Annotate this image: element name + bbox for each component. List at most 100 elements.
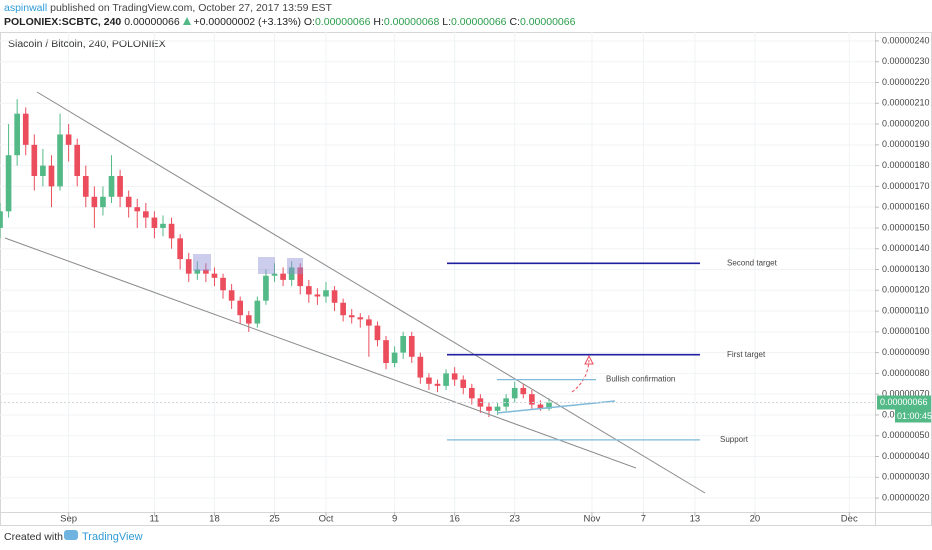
x-tick-label: Nov [583, 514, 600, 525]
candle-body [434, 383, 441, 386]
candle-body [408, 336, 415, 357]
y-tick-label: 0.00000150 [882, 222, 930, 232]
candle-body [511, 387, 518, 399]
candle-body [160, 223, 166, 228]
wedge-upper [36, 91, 706, 494]
candle-body [65, 134, 72, 145]
up-arrow [182, 17, 191, 25]
candle-body [391, 352, 398, 364]
candle-body [125, 196, 132, 208]
candle-body [134, 207, 141, 212]
candle-body [40, 165, 46, 176]
y-tick-label: 0.00000120 [882, 285, 930, 295]
symbol: POLONIEX:SCBTC, 240 [4, 16, 122, 28]
candle-body [297, 267, 304, 287]
candle-body [443, 373, 449, 386]
candle-body [108, 176, 115, 197]
x-tick-label: 18 [209, 514, 220, 525]
countdown: 01:00:45 [897, 411, 932, 421]
x-tick-label: Dec [841, 514, 858, 525]
footer-text: Created with [4, 531, 63, 543]
candle-body [426, 377, 432, 384]
candle-body [254, 300, 261, 324]
price: 0.00000066 [124, 16, 180, 28]
candle-body [366, 319, 372, 326]
h-label: H: [373, 16, 384, 28]
symbol-line: POLONIEX:SCBTC, 240 0.00000066 +0.000000… [4, 16, 575, 28]
countdown-box [895, 409, 931, 423]
candle-body [417, 356, 424, 378]
candle-body [151, 217, 158, 228]
y-tick-label: 0.00000080 [882, 368, 930, 378]
candle-body [91, 196, 98, 208]
candle-body [468, 387, 475, 399]
c-value: 0.00000066 [519, 16, 576, 28]
candle-body [220, 277, 226, 291]
candle-body [503, 398, 509, 407]
y-tick-label: 0.00000220 [882, 77, 930, 87]
candle-body [348, 315, 355, 318]
c-label: C: [509, 16, 520, 28]
l-value: 0.00000066 [451, 16, 507, 28]
candle-body [494, 406, 501, 411]
projection-arrow [571, 359, 590, 393]
candle-body [0, 211, 3, 228]
candle-body [177, 238, 183, 260]
candle-body [486, 406, 492, 411]
y-tick-label: 0.00000070 [882, 389, 930, 399]
highlight-box [193, 254, 211, 271]
y-tick-label: 0.00000190 [882, 139, 930, 149]
x-tick-label: Sep [60, 514, 77, 525]
annotation-label: Support [720, 435, 749, 444]
candle-body [477, 398, 484, 407]
candle-body [314, 294, 321, 297]
l-label: L: [442, 16, 452, 28]
published: published on TradingView.com, October 27… [50, 2, 332, 14]
y-tick-label: 0.00000130 [882, 264, 930, 274]
y-tick-label: 0.00000140 [882, 243, 930, 253]
candle-body [22, 113, 29, 145]
candle-body [288, 267, 295, 280]
x-tick-label: 7 [641, 514, 646, 525]
plot: 0.00000020 0.00000030 0.00000040 0.00000050… [0, 32, 930, 525]
candle-body [400, 336, 407, 353]
candle-body [14, 113, 20, 156]
candle-body [323, 290, 329, 297]
x-tick-label: 9 [392, 514, 397, 525]
candle-body [374, 325, 381, 341]
x-tick-label: 16 [449, 514, 460, 525]
annotation-label: First target [727, 350, 766, 359]
candle-body [383, 340, 389, 364]
y-tick-label: 0.00000060 [882, 409, 930, 419]
candle-body [271, 273, 278, 276]
candle-body [237, 300, 244, 316]
y-tick-label: 0.00000110 [882, 305, 929, 315]
y-tick-label: 0.00000230 [882, 56, 930, 66]
brand-name[interactable]: TradingView [82, 531, 143, 543]
candle-body [194, 269, 201, 274]
candle-body [82, 176, 89, 197]
x-tick-label: Oct [319, 514, 334, 525]
x-tick-label: 11 [149, 514, 159, 525]
candle-body [100, 196, 106, 208]
candle-body [537, 404, 544, 409]
change: +0.00000002 (+3.13%) [193, 16, 301, 28]
wedge-lower [4, 237, 637, 469]
candle-body [529, 394, 535, 405]
candle-body [203, 269, 209, 274]
author[interactable]: aspinwall [4, 2, 48, 14]
chart-frame [0, 32, 932, 526]
candle-body [305, 286, 312, 295]
y-tick-label: 0.00000040 [882, 451, 930, 461]
candle-body [228, 290, 235, 301]
x-tick-label: 20 [750, 514, 761, 525]
y-tick-label: 0.00000100 [882, 326, 930, 336]
y-tick-label: 0.00000180 [882, 160, 930, 170]
candle-body [143, 211, 149, 218]
candle-body [185, 259, 192, 274]
y-tick-label: 0.00000050 [882, 430, 930, 440]
y-tick-label: 0.00000170 [882, 181, 930, 191]
publish-line: aspinwall published on TradingView.com, … [4, 2, 332, 14]
